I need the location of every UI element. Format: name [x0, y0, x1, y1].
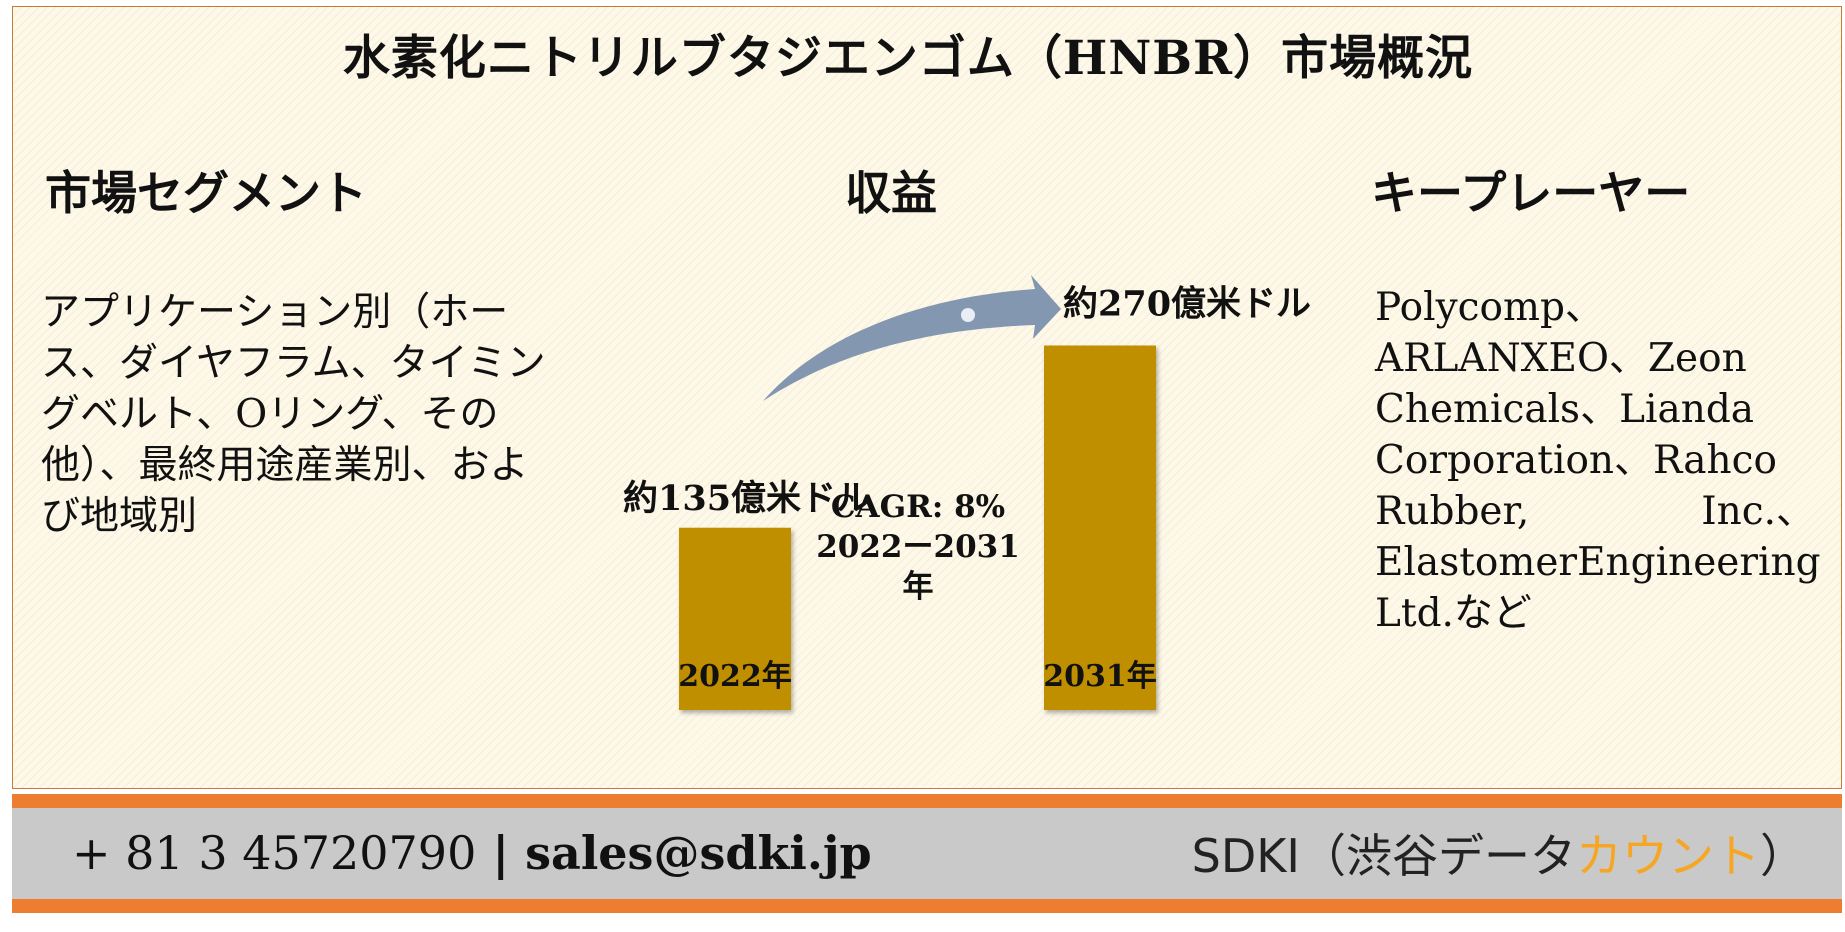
growth-arrow: [763, 275, 1061, 401]
key-players-heading: キープレーヤー: [1371, 166, 1691, 220]
brand-accent: カウント: [1576, 829, 1760, 883]
growth-arrow-dot: [961, 308, 975, 322]
cagr-period: 2022ー2031年: [816, 529, 1020, 605]
key-player-line: Chemicals、Lianda: [1375, 387, 1755, 432]
footer: + 81 3 45720790 | sales@sdki.jp SDKI（渋谷デ…: [12, 808, 1842, 899]
cagr-label: CAGR: 8% 2022ー2031年: [803, 487, 1033, 607]
bar: [1044, 345, 1156, 710]
email-address: sales@sdki.jp: [525, 826, 872, 880]
key-player-line: ARLANXEO、Zeon: [1375, 336, 1747, 381]
footer-accent-bar-bottom: [12, 899, 1842, 913]
contact-separator: |: [476, 826, 526, 880]
bar-category-label: 2031年: [1043, 659, 1157, 694]
cagr-rate: CAGR: 8%: [830, 489, 1006, 525]
key-player-line: Elastomer Engineering: [1375, 537, 1821, 588]
phone-number: + 81 3 45720790: [72, 826, 477, 880]
segments-heading: 市場セグメント: [45, 166, 367, 220]
bar-category-label: 2022年: [678, 659, 792, 694]
bar-value-label: 約135億米ドル: [623, 478, 871, 519]
key-player-word: Rubber,: [1375, 489, 1530, 534]
key-player-line: Polycomp、: [1375, 285, 1604, 330]
key-player-line: Ltd.など: [1375, 591, 1532, 636]
brand-name: SDKI（渋谷データカウント）: [1192, 820, 1806, 886]
bar-value-label: 約270億米ドル: [1063, 284, 1311, 325]
bar: [679, 527, 791, 710]
key-player-line: Corporation、Rahco: [1375, 438, 1777, 483]
key-player-word: Engineering: [1577, 540, 1821, 585]
overview-panel: 水素化ニトリルブタジエンゴム（HNBR）市場概況 市場セグメント 収益 キープレ…: [12, 6, 1842, 789]
revenue-heading: 収益: [845, 166, 937, 220]
key-players-list: Polycomp、 ARLANXEO、Zeon Chemicals、Lianda…: [1375, 282, 1821, 639]
key-player-line: Rubber, Inc.、: [1375, 486, 1815, 537]
brand-suffix: ）: [1760, 829, 1806, 883]
contact-info: + 81 3 45720790 | sales@sdki.jp: [72, 826, 872, 880]
revenue-chart: 2022年 2031年 約135億米ドル 約270億米ドル CAGR: 8% 2022…: [593, 257, 1353, 727]
key-player-word: Elastomer: [1375, 540, 1578, 585]
segments-text: アプリケーション別（ホース、ダイヤフラム、タイミングベルト、Oリング、その他）、…: [41, 290, 546, 539]
revenue-chart-svg: 2022年 2031年 約135億米ドル 約270億米ドル: [623, 275, 1311, 710]
footer-accent-bar-top: [12, 794, 1842, 808]
key-player-word: Inc.、: [1701, 489, 1815, 534]
page-title: 水素化ニトリルブタジエンゴム（HNBR）市場概況: [342, 31, 1474, 86]
brand-prefix: SDKI（渋谷データ: [1191, 829, 1576, 883]
